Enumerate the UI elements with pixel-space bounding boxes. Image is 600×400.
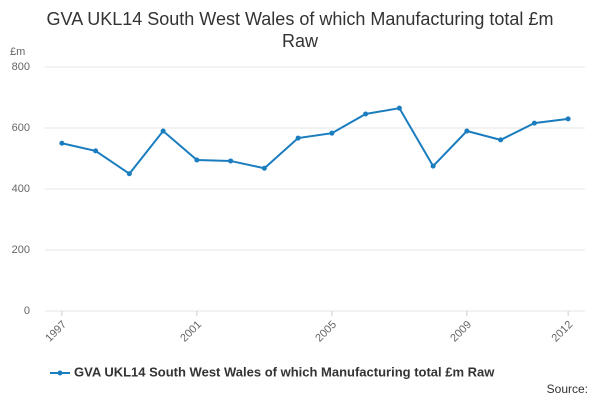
point xyxy=(396,105,402,111)
point xyxy=(531,120,537,126)
x-tick-label: 2001 xyxy=(178,319,204,345)
y-tick-label: 200 xyxy=(12,244,30,256)
point xyxy=(93,148,99,154)
legend-marker xyxy=(57,370,63,376)
line xyxy=(61,107,569,176)
y-tick-label: 600 xyxy=(12,122,30,134)
point xyxy=(160,128,166,134)
point xyxy=(126,171,132,177)
x-tick-label: 2005 xyxy=(313,319,339,345)
point xyxy=(228,158,234,164)
point xyxy=(261,165,267,171)
x-tick-label: 2012 xyxy=(550,319,576,345)
y-tick-label: 0 xyxy=(24,305,30,317)
source: Source: xyxy=(547,382,588,396)
point xyxy=(194,157,200,163)
point xyxy=(329,130,335,136)
point xyxy=(295,135,301,141)
y-tick-label: 800 xyxy=(12,61,30,73)
point xyxy=(565,116,571,122)
x-tick-label: 2009 xyxy=(448,319,474,345)
point xyxy=(464,128,470,134)
x-tick-label: 1997 xyxy=(43,319,69,345)
y-axis-label: £m xyxy=(10,46,25,58)
chart-title: GVA UKL14 South West Wales of which Manu… xyxy=(46,9,554,51)
point xyxy=(430,163,436,169)
legend-label: GVA UKL14 South West Wales of which Manu… xyxy=(74,364,495,379)
y-tick-label: 400 xyxy=(12,183,30,195)
point xyxy=(498,137,504,143)
point xyxy=(363,111,369,117)
point xyxy=(59,140,65,146)
